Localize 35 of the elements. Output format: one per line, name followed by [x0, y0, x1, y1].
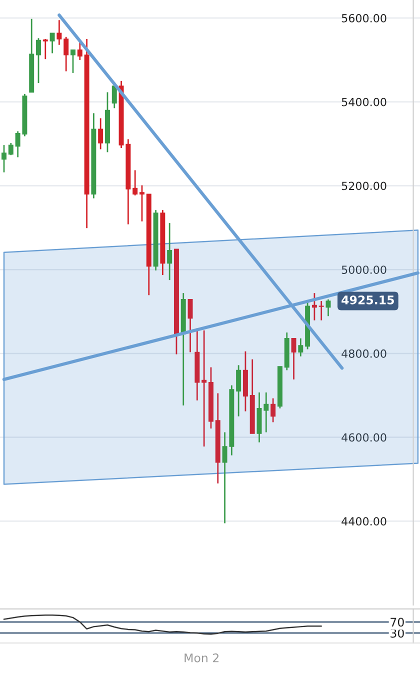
y-tick-label: 4400.00	[342, 517, 386, 526]
candlestick	[270, 398, 276, 423]
line-series	[3, 614, 322, 635]
candlestick	[2, 144, 6, 174]
candlestick	[77, 41, 82, 61]
candlestick	[318, 300, 324, 322]
candlestick	[236, 364, 242, 418]
candlestick	[167, 222, 172, 281]
candlestick	[298, 338, 304, 358]
candlestick	[56, 19, 62, 46]
y-tick-label: 5400.00	[342, 98, 386, 106]
text: Mon 2	[184, 653, 218, 662]
y-tick-label: 70	[390, 618, 404, 627]
candlestick	[64, 36, 69, 72]
candlestick	[312, 292, 317, 322]
candlestick	[264, 392, 269, 433]
candlestick	[139, 184, 144, 222]
candlestick	[98, 118, 104, 150]
candlestick	[36, 37, 41, 84]
candlestick	[42, 38, 48, 60]
candlestick	[188, 298, 193, 353]
candlestick	[132, 170, 138, 196]
candlestick	[222, 432, 228, 524]
candlestick	[202, 330, 207, 448]
y-tick-label: 5600.00	[342, 14, 386, 22]
candlestick	[326, 298, 331, 317]
y-tick-label: 5200.00	[342, 182, 386, 190]
candlestick	[70, 49, 76, 74]
candlestick	[291, 338, 296, 380]
y-tick-label: 4600.00	[342, 433, 386, 442]
candlestick	[50, 32, 55, 54]
candlestick	[8, 142, 14, 156]
annotation: 4925.15	[342, 295, 394, 304]
y-tick-label: 5000.00	[342, 266, 386, 274]
y-tick-label: 4800.00	[342, 349, 386, 358]
